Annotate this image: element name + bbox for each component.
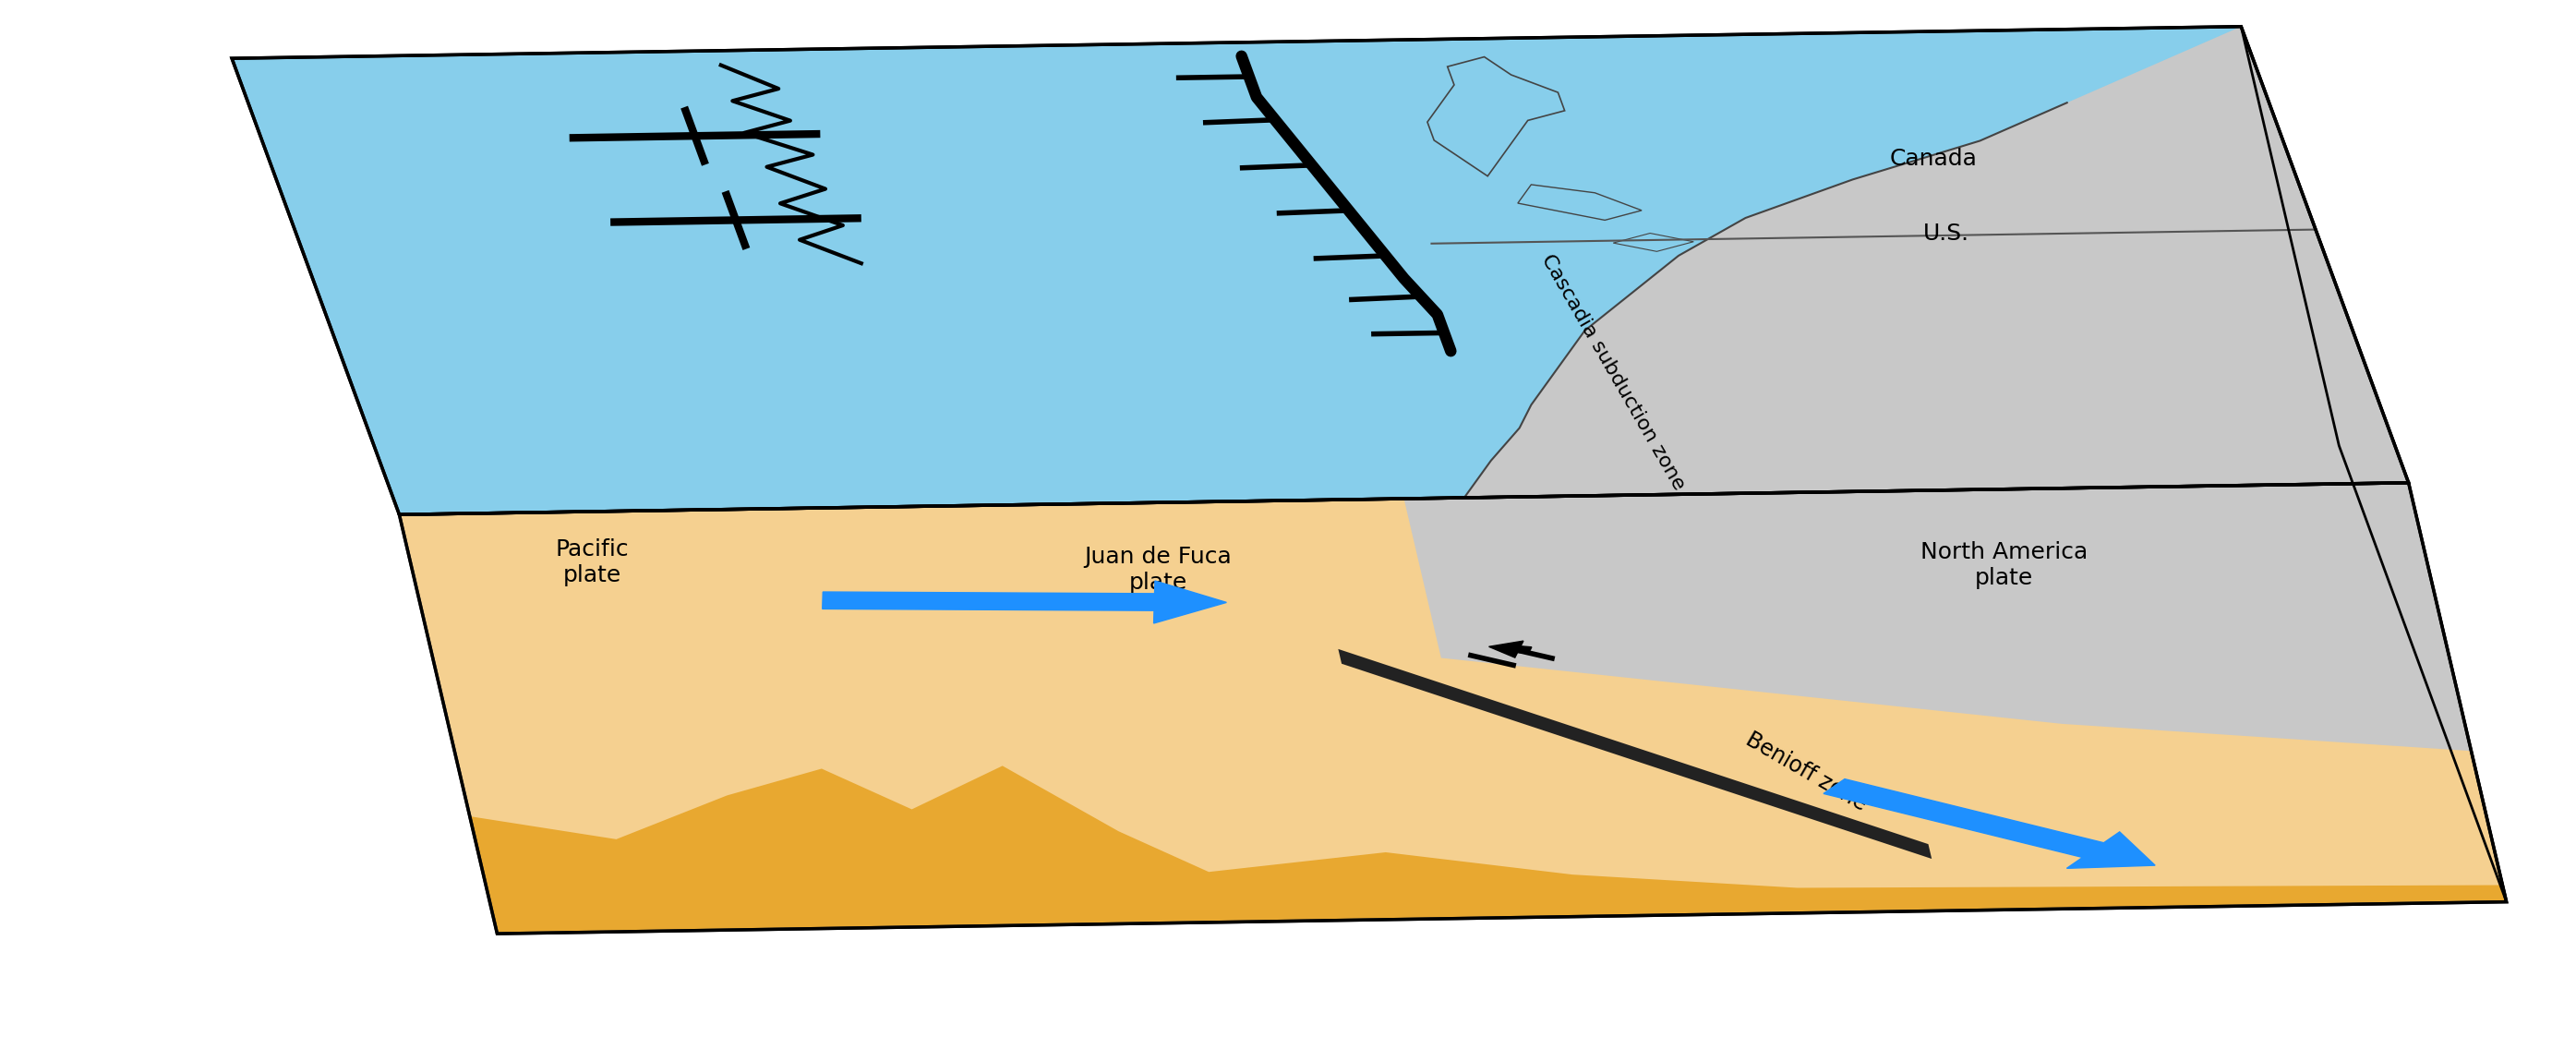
FancyArrow shape — [1489, 641, 1533, 658]
Polygon shape — [232, 27, 2409, 515]
Text: Juan de Fuca
plate: Juan de Fuca plate — [1084, 546, 1231, 594]
Text: North America
plate: North America plate — [1922, 541, 2089, 589]
Polygon shape — [1463, 27, 2409, 498]
Polygon shape — [469, 766, 2506, 934]
Text: U.S.: U.S. — [1924, 223, 1971, 245]
Polygon shape — [1404, 483, 2470, 751]
Text: Benioff zone: Benioff zone — [1741, 728, 1870, 815]
Polygon shape — [1517, 185, 1641, 221]
FancyArrow shape — [1824, 779, 2156, 868]
Text: Cascadia subduction zone: Cascadia subduction zone — [1538, 251, 1687, 493]
Polygon shape — [1427, 57, 1564, 176]
Polygon shape — [2267, 132, 2506, 902]
Text: Canada: Canada — [1888, 149, 1976, 170]
Polygon shape — [399, 483, 2506, 934]
Polygon shape — [1613, 233, 1692, 251]
Text: Pacific
plate: Pacific plate — [554, 538, 629, 586]
Polygon shape — [1337, 649, 1932, 858]
FancyArrow shape — [822, 580, 1226, 623]
Polygon shape — [2241, 27, 2506, 902]
